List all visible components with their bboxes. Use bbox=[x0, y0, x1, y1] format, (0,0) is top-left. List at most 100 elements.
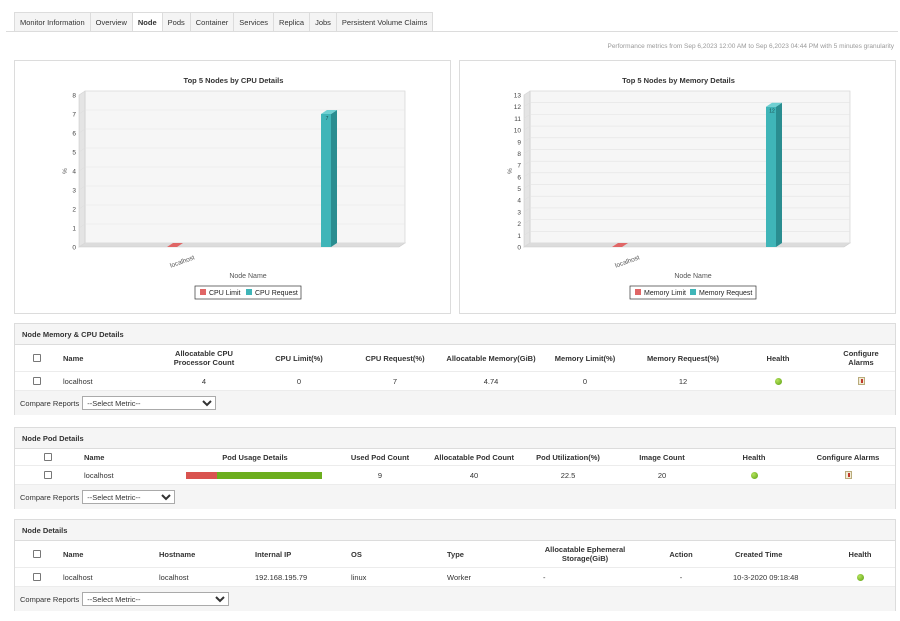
row-name[interactable]: localhost bbox=[84, 470, 114, 480]
y-tick-label: 2 bbox=[72, 207, 76, 214]
metric-select[interactable]: --Select Metric-- bbox=[82, 592, 230, 606]
y-tick-label: 4 bbox=[517, 198, 521, 205]
tab-node[interactable]: Node bbox=[131, 12, 162, 32]
tab-persistent-volume-claims[interactable]: Persistent Volume Claims bbox=[335, 12, 434, 32]
y-tick-label: 3 bbox=[72, 188, 76, 195]
bar-cpu-request bbox=[321, 114, 331, 247]
table-row: localhost 4 0 7 4.74 0 12 bbox=[15, 372, 895, 391]
grid-line-side bbox=[523, 149, 531, 154]
compare-reports-bar: Compare Reports --Select Metric-- bbox=[15, 485, 895, 509]
select-all-checkbox[interactable] bbox=[33, 354, 41, 362]
health-ok-icon[interactable] bbox=[856, 573, 864, 581]
table-row: localhost localhost 192.168.195.79 linux… bbox=[15, 568, 895, 587]
tab-jobs[interactable]: Jobs bbox=[309, 12, 336, 32]
y-tick-label: 1 bbox=[72, 226, 76, 233]
col-alloc-pod-count: Allocatable Pod Count bbox=[433, 452, 514, 462]
tab-replica[interactable]: Replica bbox=[273, 12, 310, 32]
grid-line-side bbox=[78, 128, 86, 134]
y-tick-label: 5 bbox=[517, 186, 521, 193]
col-mem-limit: Memory Limit(%) bbox=[554, 353, 616, 363]
health-ok-icon[interactable] bbox=[750, 471, 758, 479]
col-internal-ip: Internal IP bbox=[255, 549, 292, 559]
health-ok-icon[interactable] bbox=[774, 377, 782, 385]
grid-line-side bbox=[78, 185, 86, 191]
table-header: Name Pod Usage Details Used Pod Count Al… bbox=[15, 449, 895, 466]
col-hostname: Hostname bbox=[159, 549, 196, 559]
grid-line-side bbox=[523, 102, 531, 107]
col-cpu-limit: CPU Limit(%) bbox=[275, 353, 323, 363]
row-mem-request: 12 bbox=[678, 376, 688, 386]
pod-usage-free bbox=[216, 471, 322, 479]
grid-line-side bbox=[78, 242, 86, 248]
row-os: linux bbox=[351, 572, 367, 582]
bar-top bbox=[321, 110, 337, 114]
grid-line-side bbox=[78, 204, 86, 210]
col-os: OS bbox=[351, 549, 362, 559]
legend-swatch bbox=[690, 289, 696, 295]
col-configure-alarms: Configure Alarms bbox=[843, 349, 879, 367]
compare-reports-bar: Compare Reports --Select Metric-- bbox=[15, 587, 895, 611]
grid-line-side bbox=[523, 242, 531, 248]
grid-line-side bbox=[523, 184, 531, 189]
y-tick-label: 11 bbox=[514, 116, 521, 123]
row-hostname: localhost bbox=[159, 572, 189, 582]
col-type: Type bbox=[447, 549, 464, 559]
legend-entry: Memory Limit bbox=[644, 290, 686, 297]
tab-pods[interactable]: Pods bbox=[161, 12, 190, 32]
metric-select[interactable]: --Select Metric-- bbox=[82, 490, 176, 504]
grid-line-side bbox=[523, 137, 531, 142]
col-alloc-cpu: Allocatable CPU Processor Count bbox=[173, 349, 235, 367]
configure-alarm-icon[interactable] bbox=[844, 471, 852, 479]
y-axis-label: % bbox=[507, 168, 514, 174]
row-action: - bbox=[679, 572, 683, 582]
row-name[interactable]: localhost bbox=[63, 376, 93, 386]
row-checkbox[interactable] bbox=[33, 573, 41, 581]
y-tick-label: 2 bbox=[517, 221, 521, 228]
cpu-chart-panel: Top 5 Nodes by CPU Details 0 1 2 3 4 5 6 7 8% 7 loc… bbox=[14, 60, 451, 314]
configure-alarm-icon[interactable] bbox=[857, 377, 865, 385]
row-checkbox[interactable] bbox=[33, 377, 41, 385]
node-details-panel: Node Details Name Hostname Internal IP O… bbox=[14, 519, 896, 611]
panel-title: Node Pod Details bbox=[15, 428, 895, 449]
tab-monitor-information[interactable]: Monitor Information bbox=[14, 12, 90, 32]
row-used-pod-count: 9 bbox=[377, 470, 383, 480]
x-tick-label: localhost bbox=[169, 254, 196, 269]
y-tick-label: 4 bbox=[72, 169, 76, 176]
col-cpu-request: CPU Request(%) bbox=[365, 353, 425, 363]
row-cpu-limit: 0 bbox=[296, 376, 302, 386]
grid-line-side bbox=[523, 114, 531, 119]
col-mem-request: Memory Request(%) bbox=[646, 353, 720, 363]
col-health: Health bbox=[766, 353, 790, 363]
row-cpu-request: 7 bbox=[392, 376, 398, 386]
col-action: Action bbox=[669, 549, 693, 559]
bar-top bbox=[766, 102, 782, 107]
bar-memory-limit bbox=[612, 243, 628, 247]
col-name: Name bbox=[63, 353, 84, 363]
col-configure-alarms: Configure Alarms bbox=[816, 452, 880, 462]
row-name[interactable]: localhost bbox=[63, 572, 93, 582]
tab-overview[interactable]: Overview bbox=[89, 12, 132, 32]
grid-line-side bbox=[523, 219, 531, 224]
tab-bar: Monitor Information Overview Node Pods C… bbox=[14, 12, 434, 32]
x-axis-label: Node Name bbox=[674, 273, 711, 280]
grid-line-side bbox=[78, 166, 86, 172]
row-checkbox[interactable] bbox=[44, 471, 52, 479]
select-all-checkbox[interactable] bbox=[44, 453, 52, 461]
grid-line-side bbox=[78, 109, 86, 115]
panel-title: Node Details bbox=[15, 520, 895, 541]
chart-title: Top 5 Nodes by Memory Details bbox=[622, 76, 735, 85]
tab-divider bbox=[6, 31, 898, 32]
grid-line-side bbox=[523, 207, 531, 213]
y-tick-label: 7 bbox=[517, 163, 521, 170]
legend-swatch bbox=[246, 289, 252, 295]
chart-title: Top 5 Nodes by CPU Details bbox=[184, 76, 284, 85]
performance-range-text: Performance metrics from Sep 6,2023 12:0… bbox=[607, 43, 894, 50]
cpu-chart: Top 5 Nodes by CPU Details 0 1 2 3 4 5 6 7 8% 7 loc… bbox=[62, 76, 406, 300]
tab-container[interactable]: Container bbox=[189, 12, 234, 32]
pod-usage-bar bbox=[186, 471, 322, 479]
metric-select[interactable]: --Select Metric-- bbox=[82, 396, 217, 410]
select-all-checkbox[interactable] bbox=[33, 550, 41, 558]
tab-services[interactable]: Services bbox=[233, 12, 274, 32]
col-created-time: Created Time bbox=[735, 549, 783, 559]
row-ephemeral-storage: - bbox=[543, 572, 546, 582]
